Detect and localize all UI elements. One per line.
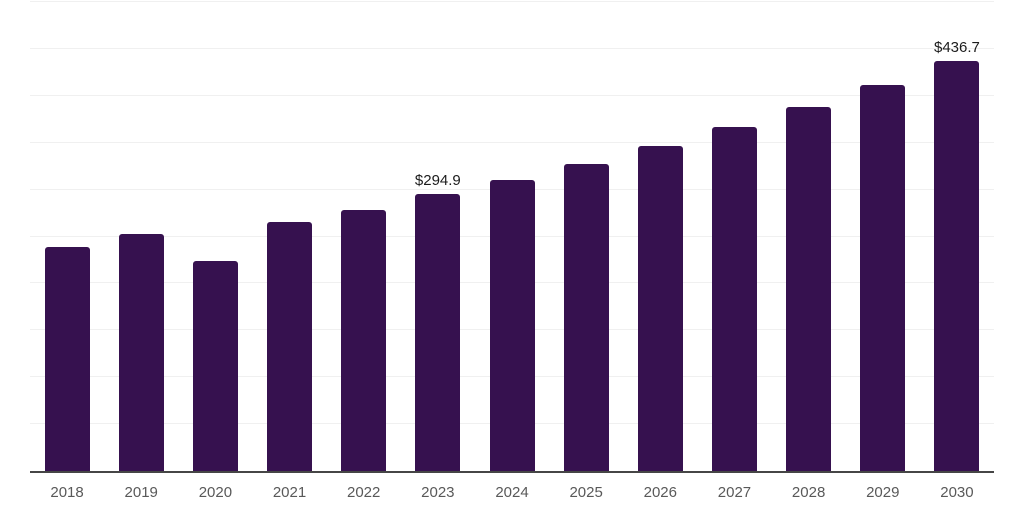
x-tick-2030: 2030 (940, 484, 974, 501)
plot-area: $294.9 $436.7 (30, 1, 994, 473)
gridline (30, 94, 994, 96)
x-tick-2029: 2029 (866, 484, 900, 501)
data-label-2023: $294.9 (414, 172, 461, 190)
x-axis: 2018 2019 2020 2021 2022 2023 2024 2025 2026 2027… (30, 481, 994, 505)
x-tick-2027: 2027 (717, 484, 752, 501)
x-tick-2019: 2019 (124, 484, 158, 501)
x-tick-2025: 2025 (569, 484, 603, 501)
bar-2022[interactable] (341, 209, 387, 471)
x-tick-2023: 2023 (421, 484, 455, 501)
gridline (30, 141, 994, 143)
x-tick-2021: 2021 (272, 484, 307, 501)
bar-2029[interactable] (860, 85, 906, 471)
x-tick-2026: 2026 (643, 484, 677, 501)
bar-2023[interactable] (415, 194, 461, 471)
bar-2027[interactable] (711, 127, 757, 471)
x-tick-2020: 2020 (198, 484, 233, 501)
data-label-2030: $436.7 (933, 39, 980, 57)
x-tick-2024: 2024 (495, 484, 529, 501)
bar-2030[interactable] (934, 61, 980, 471)
x-tick-2022: 2022 (347, 484, 381, 501)
gridline (30, 1, 994, 2)
bar-2020[interactable] (192, 260, 238, 471)
bar-2021[interactable] (267, 222, 313, 471)
bar-2019[interactable] (118, 234, 164, 471)
gridline (30, 47, 994, 49)
x-tick-2018: 2018 (50, 484, 84, 501)
bar-2028[interactable] (786, 107, 832, 471)
bar-2018[interactable] (44, 247, 90, 471)
bar-2024[interactable] (489, 180, 535, 471)
x-tick-2028: 2028 (791, 484, 826, 501)
bar-2026[interactable] (637, 146, 683, 471)
bar-2025[interactable] (563, 164, 609, 471)
